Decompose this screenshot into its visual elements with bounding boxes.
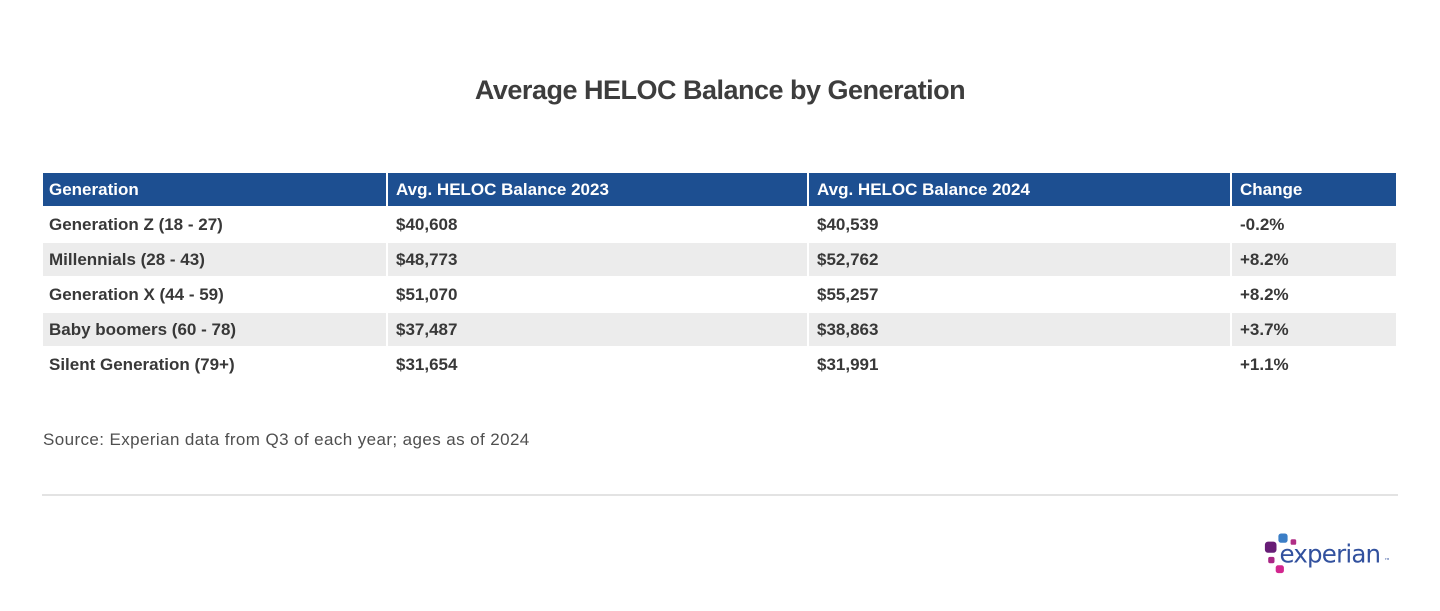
source-note: Source: Experian data from Q3 of each ye…: [43, 430, 530, 449]
cell-generation: Generation Z (18 - 27): [43, 208, 386, 243]
cell-change: +1.1%: [1230, 348, 1396, 383]
column-header-balance-2023: Avg. HELOC Balance 2023: [386, 173, 807, 208]
divider-line: [42, 494, 1398, 496]
cell-balance-2024: $31,991: [807, 348, 1230, 383]
logo-dot-pink: [1275, 565, 1284, 574]
column-header-change: Change: [1230, 173, 1396, 208]
cell-generation: Millennials (28 - 43): [43, 243, 386, 278]
experian-logo: experian ™: [1264, 533, 1391, 574]
logo-dot-purple: [1264, 541, 1277, 553]
cell-change: +8.2%: [1230, 278, 1396, 313]
column-header-generation: Generation: [43, 173, 386, 208]
cell-balance-2023: $40,608: [386, 208, 807, 243]
cell-generation: Baby boomers (60 - 78): [43, 313, 386, 348]
cell-balance-2023: $51,070: [386, 278, 807, 313]
heloc-balance-table: Generation Avg. HELOC Balance 2023 Avg. …: [43, 173, 1396, 383]
logo-trademark: ™: [1384, 557, 1391, 565]
table-row: Silent Generation (79+) $31,654 $31,991 …: [43, 348, 1396, 383]
table-row: Generation X (44 - 59) $51,070 $55,257 +…: [43, 278, 1396, 313]
cell-change: -0.2%: [1230, 208, 1396, 243]
table-row: Baby boomers (60 - 78) $37,487 $38,863 +…: [43, 313, 1396, 348]
table-row: Generation Z (18 - 27) $40,608 $40,539 -…: [43, 208, 1396, 243]
page-title: Average HELOC Balance by Generation: [474, 74, 966, 105]
column-header-balance-2024: Avg. HELOC Balance 2024: [807, 173, 1230, 208]
cell-balance-2024: $55,257: [807, 278, 1230, 313]
cell-balance-2023: $37,487: [386, 313, 807, 348]
cell-change: +3.7%: [1230, 313, 1396, 348]
cell-change: +8.2%: [1230, 243, 1396, 278]
logo-dot-magenta-left: [1268, 556, 1275, 564]
cell-balance-2023: $31,654: [386, 348, 807, 383]
logo-wordmark: experian: [1280, 540, 1381, 569]
logo-dot-blue: [1278, 533, 1288, 543]
table-row: Millennials (28 - 43) $48,773 $52,762 +8…: [43, 243, 1396, 278]
cell-generation: Generation X (44 - 59): [43, 278, 386, 313]
cell-balance-2024: $52,762: [807, 243, 1230, 278]
cell-balance-2023: $48,773: [386, 243, 807, 278]
table-header-row: Generation Avg. HELOC Balance 2023 Avg. …: [43, 173, 1396, 208]
cell-balance-2024: $40,539: [807, 208, 1230, 243]
heloc-table-container: Generation Avg. HELOC Balance 2023 Avg. …: [43, 173, 1396, 383]
cell-generation: Silent Generation (79+): [43, 348, 386, 383]
cell-balance-2024: $38,863: [807, 313, 1230, 348]
logo-dot-magenta-right: [1290, 539, 1297, 545]
